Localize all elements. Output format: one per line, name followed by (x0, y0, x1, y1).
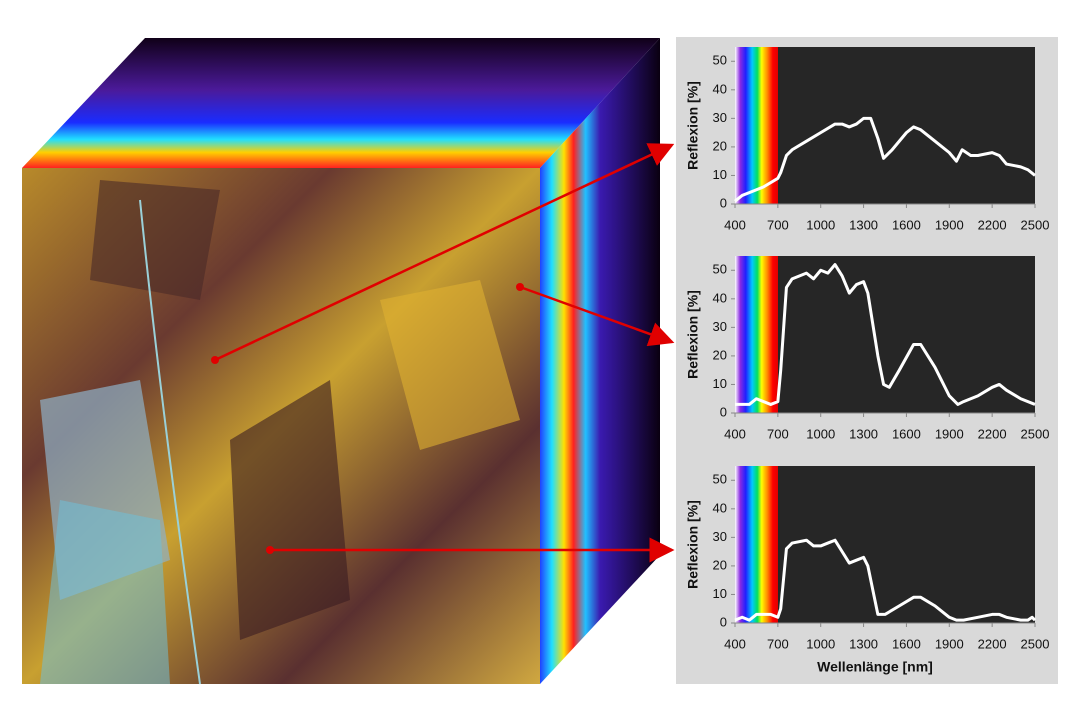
y-tick-label: 30 (713, 529, 727, 544)
visible-spectrum (735, 256, 778, 413)
y-tick-label: 20 (713, 347, 727, 362)
y-tick-label: 30 (713, 319, 727, 334)
y-tick-label: 40 (713, 290, 727, 305)
y-tick-label: 40 (713, 81, 727, 96)
y-tick-label: 10 (713, 586, 727, 601)
visible-spectrum (735, 47, 778, 204)
x-tick-label: 2500 (1021, 217, 1050, 232)
y-axis-label: Reflexion [%] (685, 500, 701, 589)
x-tick-label: 400 (724, 217, 746, 232)
y-tick-label: 0 (720, 404, 727, 419)
x-tick-label: 1600 (892, 636, 921, 651)
x-tick-label: 1600 (892, 217, 921, 232)
forest (230, 380, 350, 640)
x-tick-label: 700 (767, 217, 789, 232)
spectrum-line (734, 538, 1037, 622)
hyperspectral-cube (22, 38, 660, 685)
x-tick-label: 2500 (1021, 426, 1050, 441)
x-tick-label: 1600 (892, 426, 921, 441)
x-axis-label: Wellenlänge [nm] (817, 659, 933, 675)
plot-area (735, 47, 1035, 204)
road (139, 199, 201, 685)
arrows (211, 143, 675, 563)
arrow (519, 285, 675, 347)
x-tick-label: 1300 (849, 426, 878, 441)
x-tick-label: 2200 (978, 426, 1007, 441)
x-tick-label: 700 (767, 426, 789, 441)
y-tick-label: 20 (713, 557, 727, 572)
x-tick-label: 2200 (978, 636, 1007, 651)
cube-top (22, 38, 660, 168)
x-tick-label: 2500 (1021, 636, 1050, 651)
visible-spectrum (735, 466, 778, 623)
y-tick-label: 0 (720, 614, 727, 629)
x-tick-label: 1300 (849, 217, 878, 232)
x-tick-label: 1000 (806, 217, 835, 232)
forest (90, 180, 220, 300)
spectrum-line (734, 116, 1036, 203)
x-tick-label: 1900 (935, 426, 964, 441)
y-axis-label: Reflexion [%] (685, 290, 701, 379)
x-tick-label: 2200 (978, 217, 1007, 232)
x-tick-label: 700 (767, 636, 789, 651)
y-tick-label: 20 (713, 138, 727, 153)
y-tick-label: 30 (713, 110, 727, 125)
forest (380, 280, 520, 450)
x-tick-label: 400 (724, 426, 746, 441)
x-tick-label: 1900 (935, 636, 964, 651)
arrow (214, 143, 675, 362)
field (40, 500, 170, 684)
spectrum-line (735, 263, 1036, 406)
y-tick-label: 10 (713, 376, 727, 391)
y-tick-label: 50 (713, 262, 727, 277)
y-tick-label: 10 (713, 167, 727, 182)
cube-side (540, 38, 660, 684)
x-tick-label: 1000 (806, 636, 835, 651)
arrow-origin (266, 546, 274, 554)
x-tick-label: 400 (724, 636, 746, 651)
y-tick-label: 0 (720, 195, 727, 210)
x-tick-label: 1900 (935, 217, 964, 232)
x-tick-label: 1300 (849, 636, 878, 651)
y-axis-label: Reflexion [%] (685, 81, 701, 170)
y-tick-label: 40 (713, 500, 727, 515)
x-tick-label: 1000 (806, 426, 835, 441)
arrow-origin (211, 356, 219, 364)
arrow-origin (516, 283, 524, 291)
y-tick-label: 50 (713, 53, 727, 68)
plot-area (735, 466, 1035, 623)
y-tick-label: 50 (713, 472, 727, 487)
